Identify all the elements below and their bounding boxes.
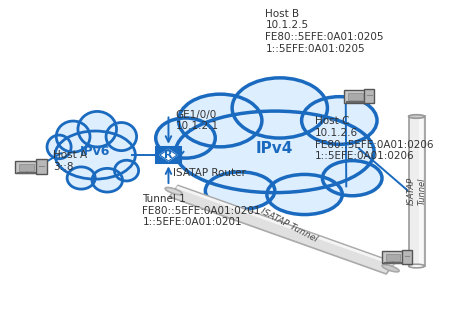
Text: ISATAP Router: ISATAP Router xyxy=(173,168,246,178)
Ellipse shape xyxy=(115,160,138,181)
FancyBboxPatch shape xyxy=(348,93,363,100)
FancyBboxPatch shape xyxy=(36,159,46,174)
Text: ISATAP
Tunnel: ISATAP Tunnel xyxy=(407,177,426,205)
Ellipse shape xyxy=(232,78,328,138)
FancyBboxPatch shape xyxy=(402,250,412,264)
Ellipse shape xyxy=(179,94,262,147)
Ellipse shape xyxy=(56,121,90,152)
Ellipse shape xyxy=(106,122,137,151)
FancyBboxPatch shape xyxy=(344,90,366,103)
FancyBboxPatch shape xyxy=(365,89,374,103)
Ellipse shape xyxy=(267,174,342,214)
Ellipse shape xyxy=(67,167,95,189)
Ellipse shape xyxy=(301,97,377,144)
Text: IPv6: IPv6 xyxy=(80,145,110,158)
Text: ISATAP Tunnel: ISATAP Tunnel xyxy=(259,207,319,244)
Ellipse shape xyxy=(382,265,399,272)
Ellipse shape xyxy=(322,161,382,196)
Ellipse shape xyxy=(409,264,425,268)
Ellipse shape xyxy=(205,172,275,210)
Ellipse shape xyxy=(78,111,117,147)
Polygon shape xyxy=(176,186,394,266)
FancyBboxPatch shape xyxy=(19,164,35,171)
Text: Tunnel 1
FE80::5EFE:0A01:0201
1::5EFE:0A01:0201: Tunnel 1 FE80::5EFE:0A01:0201 1::5EFE:0A… xyxy=(143,194,261,227)
Text: GE1/0/0
10.1.2.1: GE1/0/0 10.1.2.1 xyxy=(175,110,219,131)
Ellipse shape xyxy=(165,188,182,195)
Text: Host C
10.1.2.6
FE80::5EFE:0A01:0206
1::5EFE:0A01:0206: Host C 10.1.2.6 FE80::5EFE:0A01:0206 1::… xyxy=(315,117,434,161)
Polygon shape xyxy=(409,117,425,266)
Ellipse shape xyxy=(156,118,215,158)
Ellipse shape xyxy=(55,131,136,179)
Polygon shape xyxy=(419,117,423,266)
FancyBboxPatch shape xyxy=(156,147,181,163)
FancyBboxPatch shape xyxy=(15,161,38,173)
Text: R: R xyxy=(164,150,173,160)
Polygon shape xyxy=(169,185,395,274)
Ellipse shape xyxy=(47,135,71,159)
FancyBboxPatch shape xyxy=(382,251,404,263)
Ellipse shape xyxy=(409,115,425,118)
Ellipse shape xyxy=(175,111,374,193)
Ellipse shape xyxy=(92,168,123,192)
Text: Host A
3::8: Host A 3::8 xyxy=(53,150,87,172)
Text: IPv4: IPv4 xyxy=(256,141,293,156)
FancyBboxPatch shape xyxy=(385,254,401,261)
Polygon shape xyxy=(160,149,177,161)
Text: Host B
10.1.2.5
FE80::5EFE:0A01:0205
1::5EFE:0A01:0205: Host B 10.1.2.5 FE80::5EFE:0A01:0205 1::… xyxy=(265,9,384,54)
